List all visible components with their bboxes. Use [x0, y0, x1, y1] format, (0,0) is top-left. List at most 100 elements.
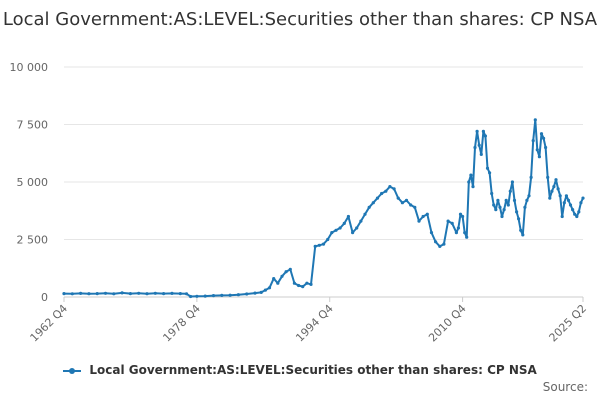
data-point[interactable] — [500, 214, 504, 219]
data-point[interactable] — [203, 294, 207, 298]
data-point[interactable] — [492, 203, 496, 207]
data-point[interactable] — [276, 281, 280, 285]
data-point[interactable] — [465, 235, 469, 239]
data-point[interactable] — [112, 292, 116, 296]
data-point[interactable] — [483, 134, 487, 138]
data-point[interactable] — [145, 292, 149, 296]
data-point[interactable] — [284, 270, 288, 274]
data-point[interactable] — [527, 194, 531, 198]
data-point[interactable] — [556, 187, 560, 191]
data-point[interactable] — [577, 210, 581, 214]
data-point[interactable] — [367, 205, 371, 209]
data-point[interactable] — [253, 291, 257, 295]
data-point[interactable] — [523, 205, 527, 209]
data-point[interactable] — [537, 155, 542, 159]
data-point[interactable] — [542, 136, 546, 140]
data-point[interactable] — [87, 292, 91, 296]
data-point[interactable] — [153, 291, 157, 295]
data-point[interactable] — [496, 198, 500, 202]
data-point[interactable] — [400, 201, 404, 205]
data-point[interactable] — [442, 242, 446, 246]
data-point[interactable] — [481, 129, 485, 133]
data-point[interactable] — [467, 180, 471, 184]
data-point[interactable] — [263, 288, 267, 292]
data-point[interactable] — [550, 189, 554, 193]
data-point[interactable] — [490, 191, 494, 196]
data-point[interactable] — [355, 226, 359, 230]
data-point[interactable] — [473, 145, 477, 150]
data-point[interactable] — [529, 175, 533, 179]
data-point[interactable] — [309, 282, 313, 286]
data-point[interactable] — [409, 203, 413, 207]
data-point[interactable] — [546, 175, 550, 179]
data-point[interactable] — [485, 166, 490, 170]
data-point[interactable] — [170, 291, 174, 295]
data-point[interactable] — [429, 231, 434, 235]
data-point[interactable] — [334, 228, 338, 232]
data-point[interactable] — [417, 219, 421, 223]
data-point[interactable] — [128, 292, 132, 296]
data-point[interactable] — [162, 292, 166, 296]
data-point[interactable] — [280, 274, 284, 278]
data-point[interactable] — [70, 292, 74, 296]
data-point[interactable] — [488, 171, 492, 175]
data-point[interactable] — [245, 292, 249, 296]
data-point[interactable] — [446, 219, 450, 223]
data-point[interactable] — [450, 221, 454, 225]
data-point[interactable] — [512, 198, 517, 202]
data-point[interactable] — [380, 191, 384, 196]
data-point[interactable] — [461, 214, 465, 219]
legend[interactable]: Local Government:AS:LEVEL:Securities oth… — [0, 363, 600, 377]
data-point[interactable] — [535, 148, 539, 152]
data-point[interactable] — [477, 143, 481, 147]
data-point[interactable] — [195, 294, 199, 298]
data-point[interactable] — [575, 214, 579, 219]
data-point[interactable] — [560, 214, 564, 219]
data-point[interactable] — [525, 198, 529, 202]
data-point[interactable] — [351, 231, 355, 235]
data-point[interactable] — [297, 283, 301, 288]
data-point[interactable] — [326, 237, 330, 242]
data-point[interactable] — [359, 219, 363, 223]
data-point[interactable] — [301, 285, 305, 289]
data-point[interactable] — [388, 185, 392, 189]
data-point[interactable] — [211, 294, 216, 298]
data-point[interactable] — [494, 208, 498, 212]
data-point[interactable] — [515, 210, 519, 214]
data-point[interactable] — [342, 221, 346, 225]
data-point[interactable] — [539, 132, 544, 136]
data-point[interactable] — [236, 293, 240, 297]
data-point[interactable] — [363, 212, 367, 216]
data-point[interactable] — [498, 205, 502, 209]
data-point[interactable] — [259, 290, 263, 294]
data-point[interactable] — [292, 281, 296, 285]
data-point[interactable] — [581, 196, 585, 200]
data-point[interactable] — [506, 203, 510, 207]
data-point[interactable] — [434, 240, 438, 244]
data-point[interactable] — [317, 243, 321, 247]
data-point[interactable] — [508, 189, 512, 193]
data-point[interactable] — [454, 231, 458, 235]
data-point[interactable] — [338, 226, 342, 230]
data-point[interactable] — [438, 244, 442, 248]
data-point[interactable] — [396, 196, 400, 200]
data-point[interactable] — [544, 145, 548, 150]
data-point[interactable] — [552, 185, 556, 189]
data-point[interactable] — [510, 180, 514, 184]
data-point[interactable] — [313, 244, 317, 248]
data-point[interactable] — [533, 118, 537, 122]
data-point[interactable] — [346, 214, 350, 219]
data-point[interactable] — [413, 205, 417, 209]
data-point[interactable] — [120, 291, 124, 295]
data-point[interactable] — [471, 185, 475, 189]
data-point[interactable] — [228, 293, 232, 297]
data-point[interactable] — [469, 173, 473, 177]
data-point[interactable] — [548, 196, 552, 200]
data-point[interactable] — [184, 292, 189, 296]
data-point[interactable] — [456, 226, 460, 230]
data-point[interactable] — [504, 198, 508, 202]
data-point[interactable] — [371, 201, 375, 205]
data-point[interactable] — [95, 292, 99, 296]
data-point[interactable] — [463, 231, 467, 235]
data-point[interactable] — [330, 231, 334, 235]
